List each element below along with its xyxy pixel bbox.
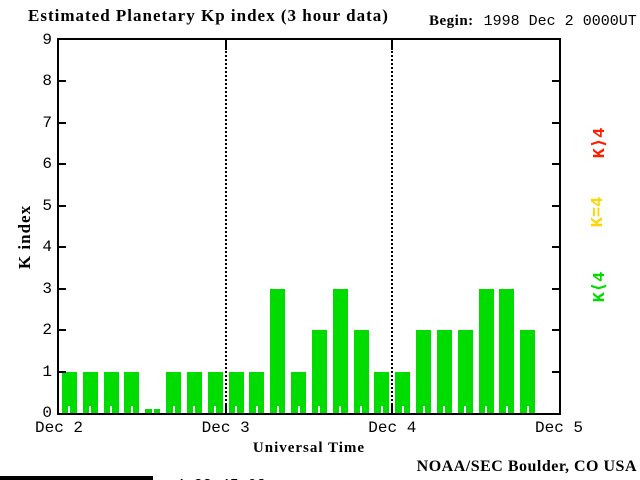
kp-bar: [61, 371, 77, 413]
y-tick-left: [59, 246, 66, 249]
chart-title: Estimated Planetary Kp index (3 hour dat…: [28, 6, 389, 25]
kp-bar: [207, 371, 223, 413]
x-major-tick-bottom: [391, 403, 394, 413]
kp-bar: [416, 330, 432, 413]
y-tick-right: [552, 287, 559, 290]
y-tick-label: 9: [42, 31, 52, 49]
minor-tick-3h: [526, 406, 529, 413]
y-tick-left: [59, 121, 66, 124]
kp-bar: [311, 330, 327, 413]
day-boundary-gridline: [224, 40, 227, 413]
kp-bar: [499, 288, 515, 413]
x-tick-label: Dec 2: [34, 419, 83, 437]
kp-bar: [124, 371, 140, 413]
minor-tick-3h: [464, 406, 467, 413]
y-tick-right: [552, 163, 559, 166]
x-major-tick-bottom: [224, 403, 227, 413]
y-tick-left: [59, 163, 66, 166]
x-tick-label: Dec 4: [368, 419, 417, 437]
kp-bar: [186, 371, 202, 413]
kp-bar: [520, 330, 536, 413]
minor-tick-3h: [360, 406, 363, 413]
kp-bar: [145, 406, 161, 413]
minor-tick-3h: [505, 406, 508, 413]
y-tick-right: [552, 329, 559, 332]
y-tick-right: [552, 246, 559, 249]
x-major-tick-top: [224, 40, 227, 50]
y-axis-title: K index: [15, 204, 34, 270]
kp-bar: [353, 330, 369, 413]
minor-tick-3h: [339, 406, 342, 413]
y-tick-label: 3: [42, 279, 52, 298]
legend-item: K⟩4: [591, 127, 610, 159]
x-axis-title: Universal Time: [252, 440, 366, 456]
kp-bar: [395, 371, 411, 413]
kp-bar: [270, 288, 286, 413]
y-tick-left: [59, 204, 66, 207]
day-boundary-gridline: [391, 40, 394, 413]
begin-time-group: Begin: 1998 Dec 2 0000UT: [429, 12, 637, 30]
minor-tick-3h: [422, 406, 425, 413]
minor-tick-3h: [235, 406, 238, 413]
y-tick-label: 2: [42, 321, 52, 340]
minor-tick-3h: [401, 406, 404, 413]
y-tick-label: 1: [42, 362, 52, 381]
y-tick-left: [59, 80, 66, 83]
x-tick-label: Dec 3: [201, 419, 250, 437]
minor-tick-3h: [89, 406, 92, 413]
minor-tick-3h: [485, 406, 488, 413]
legend-item: K⟨4: [591, 271, 610, 303]
kp-bar: [103, 371, 119, 413]
minor-tick-3h: [68, 406, 71, 413]
kp-bar: [457, 330, 473, 413]
kp-bar: [436, 330, 452, 413]
minor-tick-3h: [172, 406, 175, 413]
y-tick-left: [59, 287, 66, 290]
minor-tick-3h: [214, 406, 217, 413]
legend-item: K=4: [589, 196, 608, 228]
begin-label: Begin:: [429, 13, 474, 29]
y-tick-right: [552, 204, 559, 207]
minor-tick-3h: [276, 406, 279, 413]
bottom-edge-artifact: [0, 476, 153, 480]
minor-tick-3h: [110, 406, 113, 413]
kp-bar: [374, 371, 390, 413]
x-tick-label: Dec 5: [534, 419, 583, 437]
y-tick-label: 6: [42, 155, 52, 174]
minor-tick-3h: [297, 406, 300, 413]
y-tick-right: [552, 121, 559, 124]
kp-bar: [478, 288, 494, 413]
y-tick-left: [59, 329, 66, 332]
kp-bar: [228, 371, 244, 413]
minor-tick-3h: [151, 406, 154, 413]
kp-bar: [82, 371, 98, 413]
begin-value: 1998 Dec 2 0000UT: [483, 13, 637, 30]
y-tick-label: 4: [42, 238, 52, 257]
minor-tick-3h: [380, 406, 383, 413]
minor-tick-3h: [318, 406, 321, 413]
kp-bar: [249, 371, 265, 413]
y-tick-label: 5: [42, 196, 52, 215]
kp-bar: [166, 371, 182, 413]
y-tick-right: [552, 370, 559, 373]
kp-bar: [332, 288, 348, 413]
y-tick-left: [59, 370, 66, 373]
kp-bar: [291, 371, 307, 413]
plot-area: [57, 38, 561, 415]
x-major-tick-top: [391, 40, 394, 50]
y-tick-label: 0: [42, 404, 52, 422]
minor-tick-3h: [255, 406, 258, 413]
source-credit: NOAA/SEC Boulder, CO USA: [416, 458, 637, 475]
minor-tick-3h: [193, 406, 196, 413]
y-tick-right: [552, 80, 559, 83]
minor-tick-3h: [130, 406, 133, 413]
y-tick-label: 7: [42, 113, 52, 132]
minor-tick-3h: [443, 406, 446, 413]
y-tick-label: 8: [42, 72, 52, 91]
